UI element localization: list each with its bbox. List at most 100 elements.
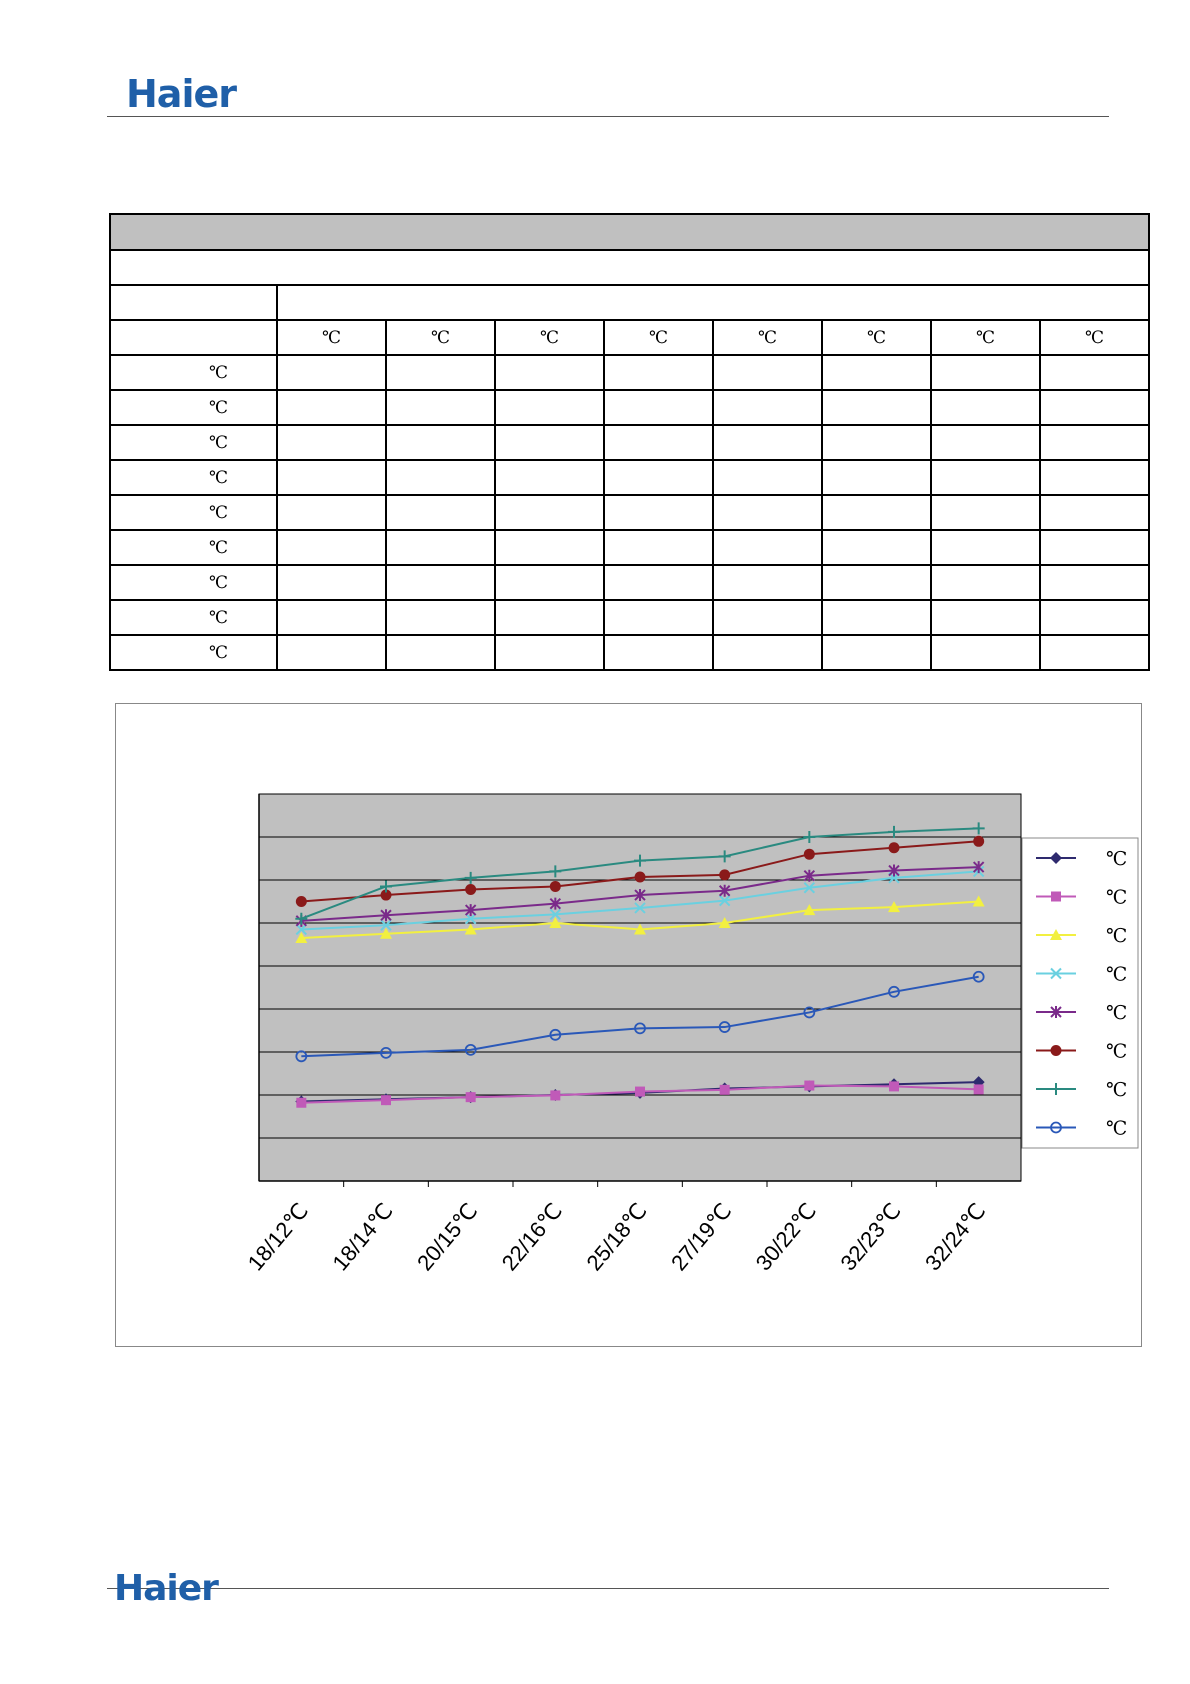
table-cell — [276, 389, 387, 426]
table-row: ℃ — [109, 529, 1151, 566]
data-point — [635, 1086, 645, 1097]
table-cell — [494, 494, 605, 531]
legend-marker — [1050, 929, 1062, 940]
table-cell — [712, 424, 823, 461]
data-point — [972, 895, 985, 907]
table-cell — [821, 459, 932, 496]
table-cell — [930, 354, 1041, 391]
legend-label: ℃ — [1106, 1002, 1127, 1024]
data-point — [889, 1081, 899, 1092]
row-unit-cell: ℃ — [109, 599, 278, 636]
row-unit-cell: ℃ — [109, 424, 278, 461]
table-cell — [494, 634, 605, 671]
data-point — [634, 1022, 646, 1035]
table-cell — [1038, 599, 1151, 636]
table-cell — [276, 599, 387, 636]
table-row: ℃ — [109, 599, 1151, 636]
row-unit-cell: ℃ — [109, 529, 278, 566]
series-line — [301, 975, 979, 1058]
table-cell — [385, 459, 496, 496]
data-point — [295, 923, 308, 936]
data-point — [295, 932, 308, 944]
table-cell — [385, 564, 496, 601]
table-cell — [494, 599, 605, 636]
table-cell — [930, 494, 1041, 531]
data-point — [380, 1046, 392, 1059]
chart-frame: 18/12℃ 18/14℃ 20/15℃ 22/16℃ 25/18℃ 27/19℃ 30/2… — [115, 703, 1142, 1347]
legend-label: ℃ — [1106, 1079, 1127, 1101]
table-cell — [385, 424, 496, 461]
data-point — [634, 923, 646, 935]
table-cell — [603, 389, 714, 426]
data-point — [295, 912, 308, 925]
table-cell — [930, 459, 1041, 496]
data-point — [464, 923, 477, 935]
table-cell — [712, 354, 823, 391]
data-point — [634, 902, 646, 914]
line-chart: 18/12℃ 18/14℃ 20/15℃ 22/16℃ 25/18℃ 27/19℃ 30/2… — [243, 793, 1139, 1275]
column-unit-cell: ℃ — [494, 319, 605, 356]
x-tick-label: 18/12℃ — [243, 1198, 313, 1275]
legend-label: ℃ — [1106, 925, 1127, 947]
table-cell — [494, 424, 605, 461]
table-cell — [385, 529, 496, 566]
table-cell — [712, 529, 823, 566]
data-point — [972, 822, 985, 835]
table-cell — [712, 389, 823, 426]
column-unit-cell: ℃ — [712, 319, 823, 356]
column-unit-cell: ℃ — [1038, 319, 1151, 356]
table-group-header-cell — [275, 284, 1151, 321]
table-cell — [1038, 529, 1151, 566]
data-point — [549, 897, 562, 910]
legend-label: ℃ — [1106, 1041, 1127, 1063]
table-title-row — [108, 213, 1151, 251]
legend-marker — [1051, 891, 1061, 902]
column-unit-cell: ℃ — [821, 319, 932, 356]
table-cell — [385, 634, 496, 671]
table-cell — [603, 494, 714, 531]
column-unit-cell: ℃ — [603, 319, 714, 356]
data-point — [549, 908, 562, 921]
data-point — [634, 889, 646, 902]
table-row: ℃ — [109, 634, 1151, 671]
row-unit-cell: ℃ — [109, 389, 278, 426]
table-cell — [1038, 459, 1151, 496]
table-row: ℃ — [109, 564, 1151, 601]
table-cell — [603, 599, 714, 636]
row-unit-cell: ℃ — [109, 564, 278, 601]
legend-marker — [1050, 1045, 1062, 1056]
table-cell — [385, 494, 496, 531]
table-cell — [930, 424, 1041, 461]
x-tick-label: 18/14℃ — [327, 1198, 397, 1275]
data-point — [718, 850, 731, 863]
table-cell — [821, 529, 932, 566]
data-point — [549, 880, 561, 892]
table-row: ℃ — [109, 459, 1151, 496]
table-cell — [494, 564, 605, 601]
table-cell — [276, 424, 387, 461]
table-cell — [276, 354, 387, 391]
table-cell — [603, 564, 714, 601]
data-point — [464, 904, 477, 917]
table-header-row: ℃ ℃ ℃ ℃ ℃ ℃ ℃ ℃ — [109, 319, 1151, 356]
data-point — [803, 904, 816, 916]
table-cell — [821, 599, 932, 636]
table-cell — [494, 529, 605, 566]
table-cell — [385, 599, 496, 636]
table-cell — [276, 529, 387, 566]
table-cell — [1038, 354, 1151, 391]
data-point — [549, 917, 562, 928]
table-cell — [1038, 564, 1151, 601]
table-cell — [385, 354, 496, 391]
data-point — [295, 1050, 308, 1063]
x-tick-label: 32/24℃ — [920, 1198, 990, 1275]
table-cell — [494, 354, 605, 391]
footer-rule — [107, 1588, 1109, 1589]
data-point — [718, 884, 731, 897]
legend-label: ℃ — [1106, 848, 1127, 870]
table-cell — [821, 424, 932, 461]
plot-area — [258, 793, 1022, 1182]
table-cell — [603, 529, 714, 566]
data-point — [380, 919, 392, 931]
legend-marker — [1050, 1083, 1062, 1095]
